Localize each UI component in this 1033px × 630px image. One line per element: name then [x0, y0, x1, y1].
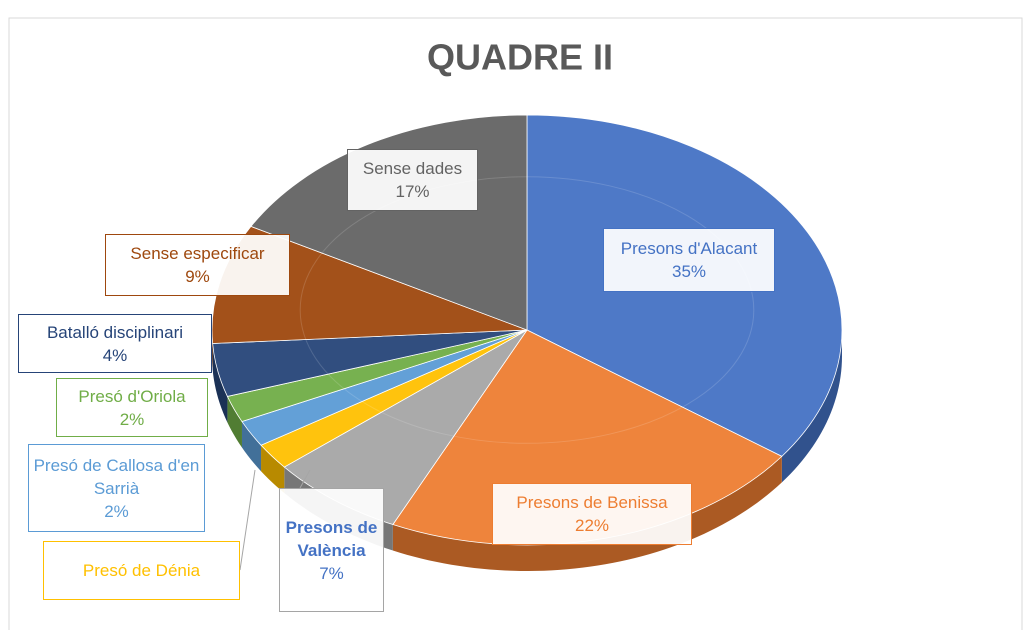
- label-category: Batalló disciplinari: [46, 322, 184, 342]
- data-label: Presons de València 7%: [279, 488, 384, 612]
- label-category: Presons de València: [285, 517, 378, 560]
- data-label: Presons d'Alacant 35%: [603, 228, 775, 292]
- label-category: Sense dades: [362, 159, 463, 178]
- pie-side: [392, 456, 782, 571]
- chart-border: [8, 17, 1023, 630]
- label-category: Presó d'Oriola: [78, 386, 186, 406]
- chart-title: QUADRE II: [427, 37, 613, 78]
- data-label: Presó d'Oriola 2%: [56, 378, 208, 437]
- data-label: Sense dades 17%: [347, 149, 478, 211]
- label-value: 35%: [671, 262, 707, 281]
- label-category: Presons de Benissa: [516, 493, 668, 512]
- pie-side: [212, 343, 228, 423]
- label-value: 2%: [104, 501, 129, 521]
- pie-side: [227, 396, 242, 448]
- label-category: Presons d'Alacant: [620, 239, 758, 258]
- data-label: Presons de Benissa 22%: [492, 483, 692, 545]
- pie-side: [241, 421, 262, 472]
- label-value: 22%: [574, 516, 610, 535]
- data-label: Sense especificar 9%: [105, 234, 290, 296]
- data-label: Presó de Dénia: [43, 541, 240, 600]
- data-label: Batalló disciplinari 4%: [18, 314, 212, 373]
- label-category: Sense especificar: [130, 244, 265, 263]
- label-value: 9%: [185, 267, 210, 286]
- label-value: 17%: [395, 182, 430, 201]
- label-category: Presó de Dénia: [82, 561, 201, 580]
- leader-line: [299, 469, 311, 489]
- data-label: Presó de Callosa d'en Sarrià 2%: [28, 444, 205, 532]
- label-value: 4%: [102, 345, 128, 365]
- pie-sheen: [299, 176, 755, 444]
- label-category: Presó de Callosa d'en Sarrià: [33, 455, 200, 498]
- label-value: 2%: [119, 409, 145, 429]
- pie-side: [261, 445, 285, 494]
- pie-side: [781, 330, 842, 483]
- leader-line: [239, 469, 256, 571]
- label-value: 7%: [319, 563, 344, 583]
